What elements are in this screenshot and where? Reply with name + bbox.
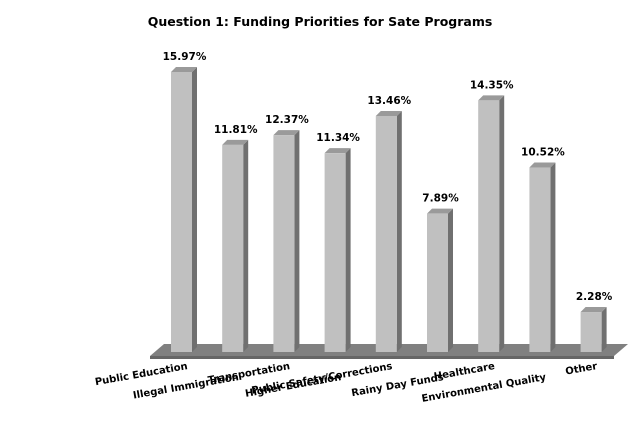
bar-value-label: 13.46% xyxy=(367,95,411,107)
bar-value-label: 11.81% xyxy=(214,124,258,136)
bar-side xyxy=(345,148,351,352)
bar-top xyxy=(171,67,197,72)
bar-value-label: 7.89% xyxy=(422,193,459,205)
bar-side xyxy=(294,130,300,352)
bar-side xyxy=(396,111,402,353)
bar-value-label: 12.37% xyxy=(265,114,309,126)
bar-top xyxy=(580,307,607,313)
bar xyxy=(171,72,192,352)
bar xyxy=(478,100,500,352)
bar-side xyxy=(448,208,453,352)
bar-value-label: 2.28% xyxy=(576,291,613,303)
bar-value-label: 11.34% xyxy=(316,132,360,144)
chart-floor-edge xyxy=(150,356,614,359)
bar-top xyxy=(478,95,505,101)
bar xyxy=(375,116,397,353)
bar xyxy=(529,167,551,352)
bar-top xyxy=(222,139,249,145)
bar-top xyxy=(324,148,351,154)
bar xyxy=(273,135,295,352)
bar-side xyxy=(601,307,607,352)
bar xyxy=(427,213,448,352)
x-tick-label: Other xyxy=(565,361,599,377)
bar-side xyxy=(550,162,556,352)
bar xyxy=(580,312,602,352)
bar-top xyxy=(529,162,556,168)
bar-side xyxy=(243,139,249,352)
bar-top xyxy=(427,208,453,214)
bar-value-label: 15.97% xyxy=(163,51,207,63)
x-tick-label: Healthcare xyxy=(433,361,496,383)
bar xyxy=(222,144,244,352)
bar-side xyxy=(192,67,197,352)
bar-value-label: 14.35% xyxy=(470,79,514,91)
bar-side xyxy=(499,95,505,352)
bar-top xyxy=(375,111,402,117)
bar xyxy=(324,153,346,352)
bar-value-label: 10.52% xyxy=(521,147,565,159)
bar-top xyxy=(273,130,300,136)
chart-title: Question 1: Funding Priorities for Sate … xyxy=(148,14,493,29)
